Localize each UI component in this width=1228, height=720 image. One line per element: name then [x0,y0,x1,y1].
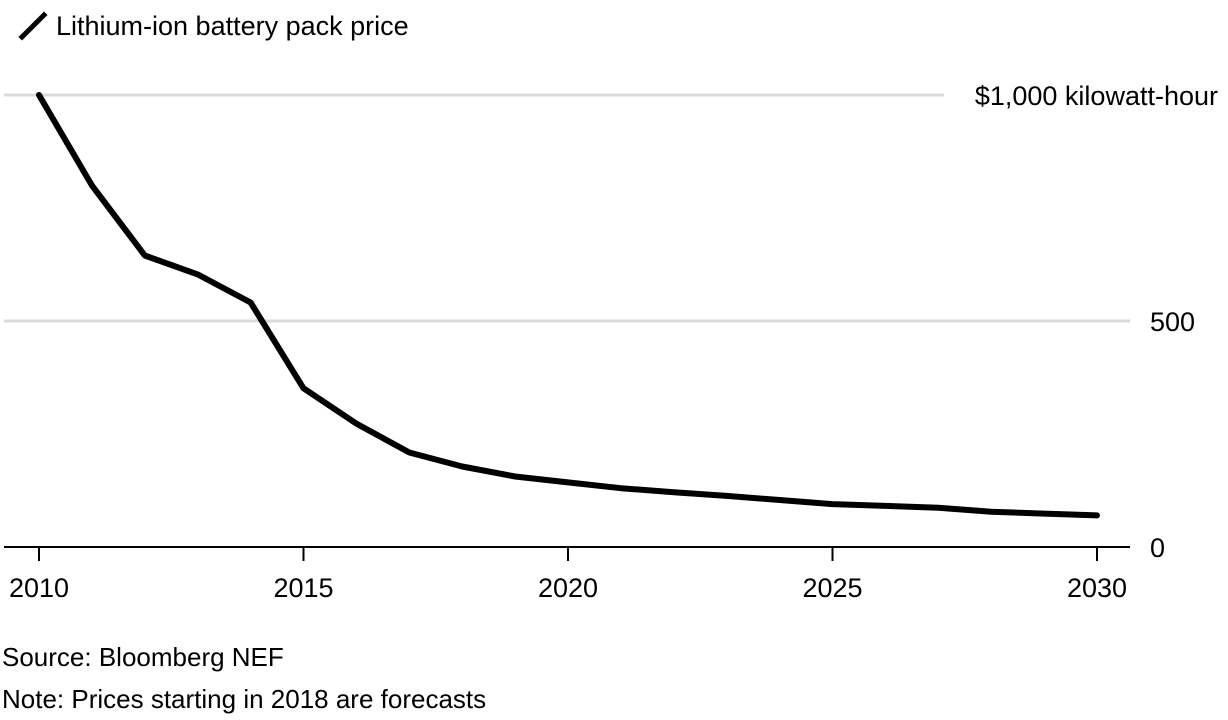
x-tick-label-2020: 2020 [538,573,598,603]
x-tick-label-2015: 2015 [273,573,333,603]
x-tick-label-2010: 2010 [9,573,69,603]
series-line-battery-price [39,95,1097,515]
x-tick-label-2025: 2025 [802,573,862,603]
footer: Source: Bloomberg NEF Note: Prices start… [2,636,486,720]
x-axis-ticks: 2010 2015 2020 2025 2030 [9,547,1127,603]
x-tick-label-2030: 2030 [1067,573,1127,603]
line-chart: 2010 2015 2020 2025 2030 0 500 $1,000 kilowatt… [0,0,1228,630]
y-axis-labels: 0 500 $1,000 kilowatt-hour [944,75,1224,563]
gridlines [4,95,1130,321]
forecast-note: Note: Prices starting in 2018 are foreca… [2,678,486,720]
series-points [39,95,1097,515]
source-note: Source: Bloomberg NEF [2,636,486,678]
y-tick-label-500: 500 [1150,307,1195,337]
y-tick-label-1000: $1,000 kilowatt-hour [975,81,1218,111]
y-tick-label-0: 0 [1150,533,1165,563]
